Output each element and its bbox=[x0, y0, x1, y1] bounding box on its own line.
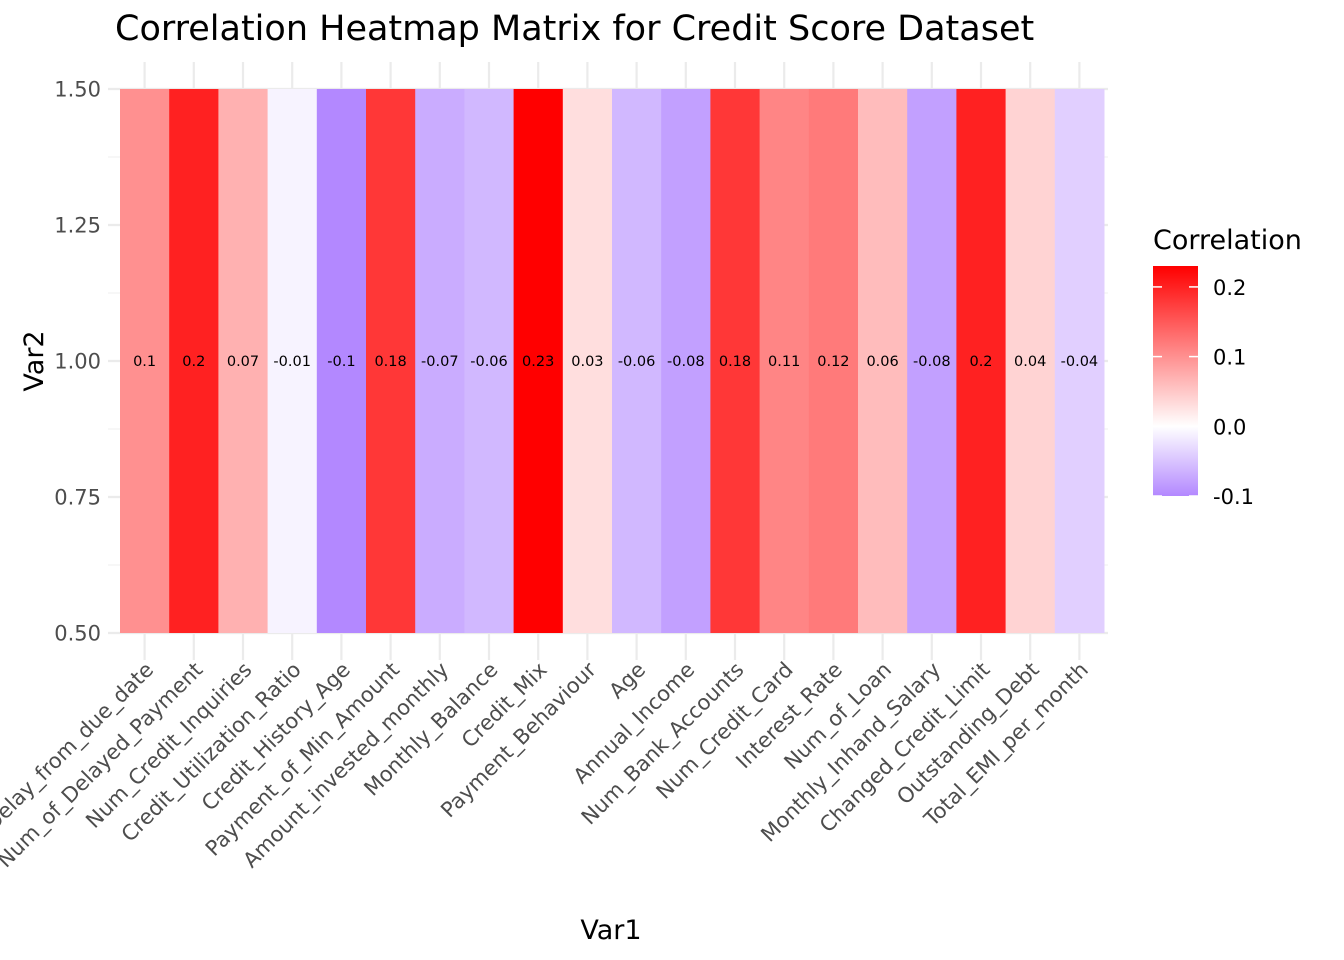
cell-value-label: 0.12 bbox=[817, 354, 849, 370]
cell-value-label: -0.01 bbox=[273, 354, 311, 370]
cell-value-label: -0.06 bbox=[470, 354, 508, 370]
legend-label: -0.1 bbox=[1213, 485, 1254, 509]
heatmap-cell bbox=[956, 89, 1007, 633]
cell-value-label: 0.23 bbox=[522, 354, 554, 370]
cell-value-label: -0.07 bbox=[421, 354, 459, 370]
heatmap-cell bbox=[1054, 89, 1105, 633]
legend-label: 0.2 bbox=[1213, 276, 1246, 300]
x-tick-label: Num_of_Delayed_Payment bbox=[0, 658, 208, 873]
heatmap-cell bbox=[267, 89, 318, 633]
heatmap-cell bbox=[464, 89, 515, 633]
x-axis-title: Var1 bbox=[580, 915, 641, 946]
cell-value-label: -0.04 bbox=[1061, 354, 1099, 370]
legend-title: Correlation bbox=[1153, 225, 1302, 256]
heatmap-cell bbox=[907, 89, 957, 633]
y-tick-label: 0.75 bbox=[54, 486, 101, 510]
legend-label: 0.1 bbox=[1213, 346, 1246, 370]
cell-value-label: 0.04 bbox=[1014, 354, 1046, 370]
cell-value-label: 0.1 bbox=[133, 354, 156, 370]
heatmap-cells bbox=[120, 89, 1105, 633]
heatmap-cell bbox=[366, 89, 416, 633]
heatmap-cell bbox=[120, 89, 170, 633]
cell-value-label: 0.07 bbox=[227, 354, 259, 370]
heatmap-cell bbox=[1005, 89, 1056, 633]
cell-value-label: 0.06 bbox=[866, 354, 898, 370]
cell-value-label: 0.03 bbox=[571, 354, 603, 370]
heatmap-cell bbox=[415, 89, 465, 633]
heatmap-cell-labels: 0.1 0.2 0.07 -0.01 -0.1 0.18 -0.07 -0.06 0.23 0.0… bbox=[133, 354, 1098, 370]
y-tick-label: 1.25 bbox=[54, 214, 101, 238]
cell-value-label: -0.08 bbox=[667, 354, 705, 370]
y-axis-ticks: 0.50 0.75 1.00 1.25 1.50 bbox=[54, 78, 101, 646]
cell-value-label: -0.06 bbox=[618, 354, 656, 370]
heatmap-cell bbox=[218, 89, 269, 633]
cell-value-label: 0.2 bbox=[182, 354, 205, 370]
cell-value-label: -0.08 bbox=[913, 354, 951, 370]
heatmap-cell bbox=[612, 89, 662, 633]
y-tick-label: 1.00 bbox=[54, 350, 101, 374]
y-tick-label: 1.50 bbox=[54, 78, 101, 102]
heatmap-cell bbox=[316, 89, 367, 633]
cell-value-label: 0.2 bbox=[969, 354, 992, 370]
chart-title: Correlation Heatmap Matrix for Credit Sc… bbox=[115, 9, 1034, 49]
heatmap-cell bbox=[858, 89, 908, 633]
y-axis-title: Var2 bbox=[19, 330, 50, 391]
color-legend: Correlation 0.2 0.1 0.0 -0.1 bbox=[1153, 225, 1302, 509]
y-tick-label: 0.50 bbox=[54, 622, 101, 646]
heatmap-cell bbox=[562, 89, 613, 633]
cell-value-label: -0.1 bbox=[327, 354, 355, 370]
cell-value-label: 0.11 bbox=[768, 354, 800, 370]
cell-value-label: 0.18 bbox=[719, 354, 751, 370]
heatmap-cell bbox=[808, 89, 859, 633]
cell-value-label: 0.18 bbox=[374, 354, 406, 370]
legend-ticks: 0.2 0.1 0.0 -0.1 bbox=[1153, 276, 1254, 509]
legend-label: 0.0 bbox=[1213, 415, 1246, 439]
heatmap-cell bbox=[513, 89, 564, 633]
legend-colorbar bbox=[1153, 266, 1198, 496]
x-axis-ticks: Delay_from_due_dateNum_of_Delayed_Paymen… bbox=[0, 657, 1094, 873]
heatmap-cell bbox=[661, 89, 711, 633]
heatmap-cell bbox=[710, 89, 761, 633]
heatmap-cell bbox=[169, 89, 219, 633]
heatmap-cell bbox=[759, 89, 810, 633]
